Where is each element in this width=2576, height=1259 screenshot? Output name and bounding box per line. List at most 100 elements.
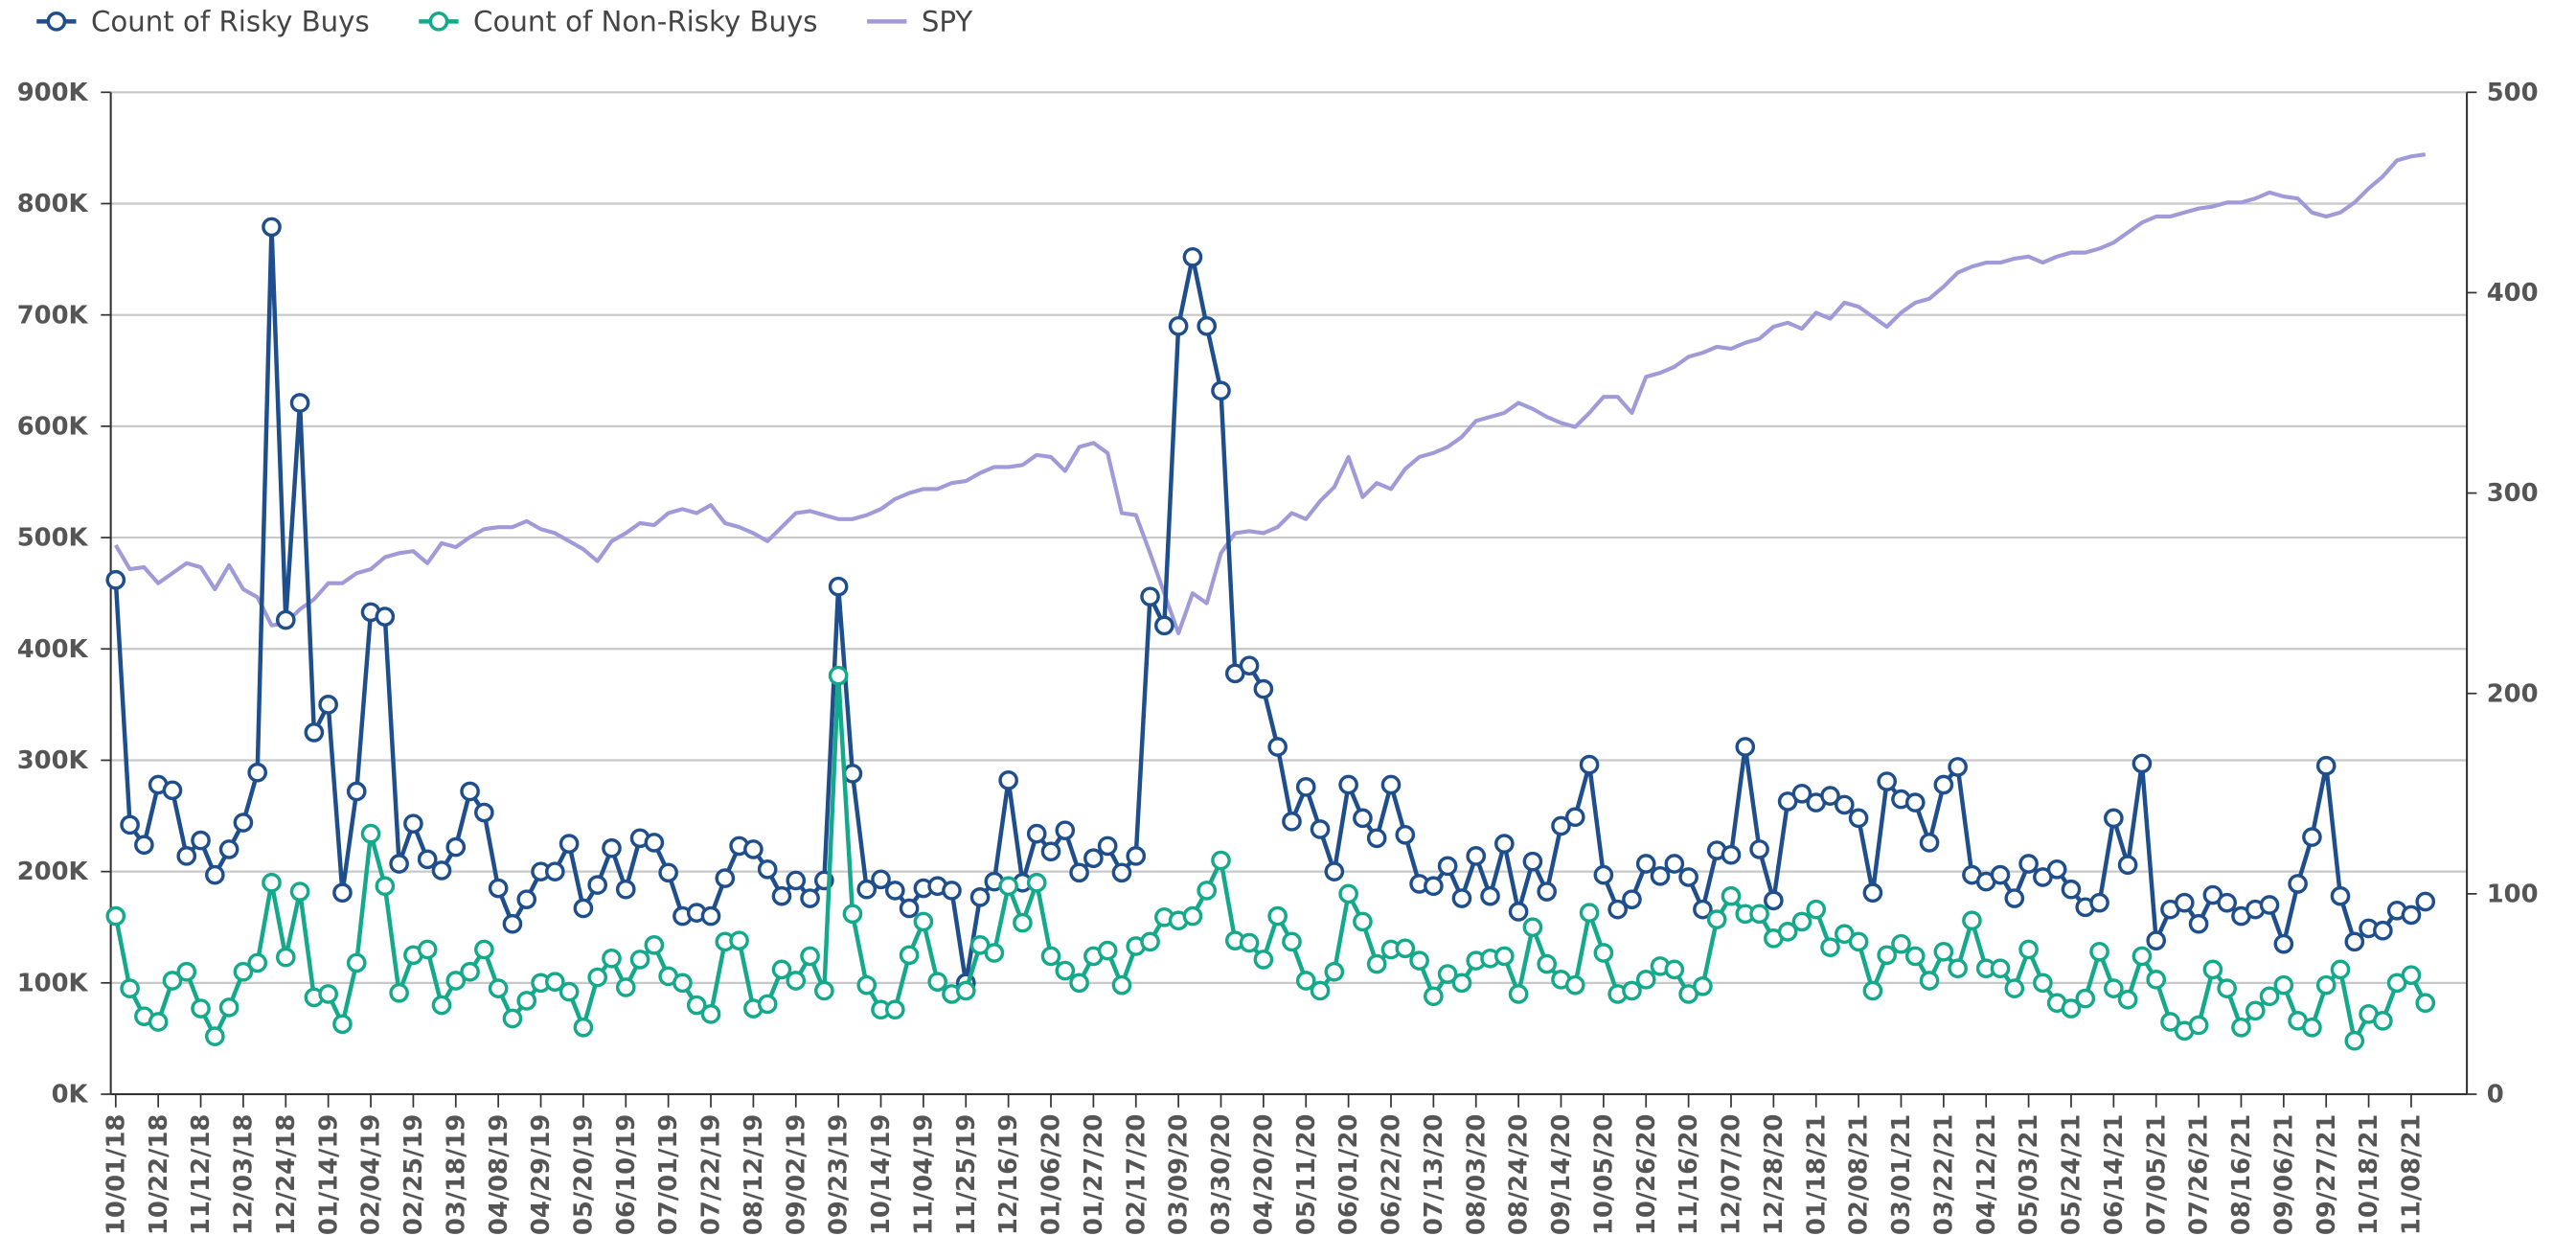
data-point [2273, 974, 2294, 996]
data-point [2117, 855, 2138, 875]
data-point [516, 889, 537, 909]
data-point [1253, 678, 1274, 699]
data-point [1706, 909, 1727, 929]
data-point [1904, 946, 1926, 967]
data-point [1437, 964, 1458, 984]
data-point [1791, 911, 1812, 932]
data-point [913, 911, 934, 932]
data-point [1579, 903, 1600, 923]
data-point [1083, 848, 1104, 869]
data-point [998, 876, 1018, 897]
x-tick-label: 03/18/19 [442, 1114, 470, 1235]
data-point [332, 882, 353, 904]
data-point [262, 217, 282, 238]
data-point [1834, 794, 1855, 815]
x-tick-label: 02/17/20 [1122, 1114, 1151, 1235]
x-tick-label: 09/27/21 [2313, 1114, 2341, 1235]
data-point [191, 830, 211, 851]
legend-marker [428, 11, 449, 32]
data-point [1239, 655, 1260, 676]
data-point [431, 995, 452, 1016]
data-point [1282, 812, 1302, 832]
data-point [559, 834, 580, 854]
data-point [615, 879, 636, 900]
data-point [233, 813, 254, 833]
data-point [1650, 865, 1671, 886]
data-point [1791, 783, 1812, 804]
data-point [2104, 978, 2124, 998]
series-line [114, 152, 2427, 636]
data-point [1111, 862, 1132, 883]
data-point [1508, 984, 1529, 1004]
data-point [460, 961, 480, 982]
data-point [1579, 754, 1600, 775]
data-point [587, 875, 608, 895]
x-tick-label: 11/16/20 [1675, 1114, 1703, 1235]
data-point [955, 980, 976, 1001]
data-point [1126, 846, 1147, 866]
x-tick-label: 02/04/19 [357, 1114, 386, 1235]
x-tick-label: 12/28/20 [1760, 1114, 1789, 1235]
data-point [205, 1026, 225, 1046]
data-point [2146, 970, 2167, 990]
x-tick-label: 05/24/21 [2058, 1114, 2086, 1235]
data-point [2160, 1012, 2180, 1032]
data-point [262, 872, 282, 893]
data-point [814, 980, 834, 1001]
data-point [1635, 854, 1656, 874]
data-point [1197, 315, 1218, 336]
x-tick-label: 03/30/20 [1207, 1114, 1236, 1235]
data-point [1862, 980, 1883, 1001]
data-point [2089, 941, 2109, 962]
data-point [176, 961, 197, 982]
y2-tick-label: 400 [2487, 279, 2539, 308]
data-point [247, 952, 268, 973]
data-point [2315, 755, 2337, 776]
data-point [884, 999, 905, 1020]
data-point [1040, 946, 1061, 967]
data-point [1862, 882, 1883, 904]
data-point [1055, 960, 1076, 981]
x-tick-label: 09/06/21 [2269, 1114, 2298, 1235]
x-tick-label: 11/04/19 [909, 1114, 938, 1235]
data-point [1295, 777, 1316, 797]
x-tick-label: 05/11/20 [1292, 1114, 1321, 1235]
data-point [1820, 937, 1840, 957]
data-point [218, 997, 239, 1018]
x-tick-label: 02/08/21 [1845, 1114, 1874, 1235]
data-point [757, 994, 778, 1015]
data-point [2330, 885, 2351, 906]
x-tick-label: 01/14/19 [314, 1114, 343, 1235]
data-point [1338, 774, 1358, 795]
legend-item: Count of Risky Buys [36, 6, 370, 38]
data-point [1480, 885, 1500, 906]
data-point [1777, 922, 1798, 942]
data-point [927, 972, 947, 992]
data-point [1522, 917, 1543, 938]
data-point [474, 802, 494, 823]
data-point [1395, 824, 1416, 845]
data-point [2315, 974, 2337, 996]
data-point [275, 609, 296, 630]
data-point [2131, 946, 2153, 967]
data-point [856, 879, 878, 900]
data-point [2217, 892, 2237, 913]
data-point [1990, 958, 2011, 979]
data-point [289, 393, 310, 413]
data-point [2018, 854, 2039, 874]
data-point [828, 576, 849, 597]
legend-label: Count of Non-Risky Buys [473, 6, 817, 38]
data-point [1239, 932, 1260, 953]
y-tick-label: 400K [17, 635, 89, 664]
y-tick-label: 300K [17, 746, 89, 775]
data-point [1564, 807, 1585, 828]
data-point [658, 862, 678, 883]
data-point [1424, 986, 1444, 1007]
data-point [389, 982, 409, 1003]
x-tick-label: 10/05/20 [1589, 1114, 1618, 1235]
y-tick-label: 900K [17, 79, 89, 107]
data-point [1366, 828, 1387, 849]
data-point [218, 839, 239, 859]
data-point [559, 981, 580, 1002]
